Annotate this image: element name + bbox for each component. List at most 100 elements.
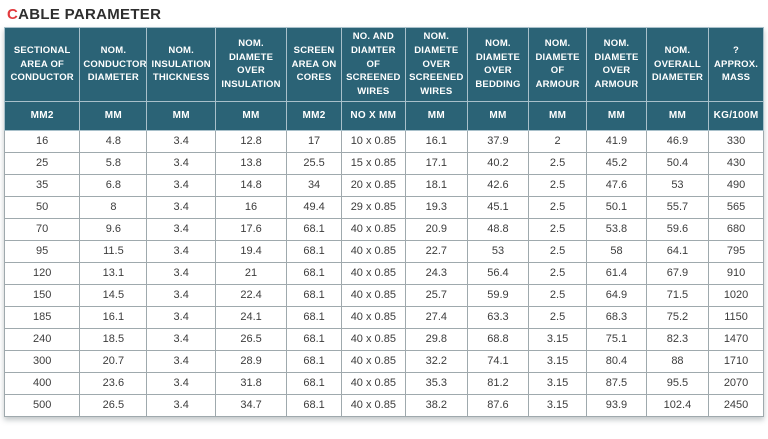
table-cell: 430 [708,151,764,175]
table-cell: 47.6 [586,173,647,197]
table-cell: 87.5 [586,371,647,395]
table-cell: 1020 [708,283,764,307]
table-cell: 82.3 [645,327,710,351]
column-header-label: SCREEN AREA ON CORES [286,27,342,102]
table-cell: 24.3 [404,261,469,285]
table-cell: 49.4 [286,195,342,219]
table-row: 35 6.8 3.4 14.8 34 20 x 0.85 18.1 42.6 2.5 47.6 53… [3,173,764,197]
column-header-label: SECTIONAL AREA OF CONDUCTOR [3,27,81,102]
table-row: 240 18.5 3.4 26.5 68.1 40 x 0.85 29.8 68.8 3.15 7… [3,327,764,351]
table-cell: 22.7 [404,239,469,263]
column-header-unit: MM [586,100,647,131]
table-cell: 16.1 [79,305,148,329]
column-header-label: NOM. OVERALL DIAMETER [645,27,710,102]
table-cell: 40 x 0.85 [340,239,406,263]
table-cell: 2.5 [527,261,588,285]
table-cell: 34 [286,173,342,197]
table-cell: 31.8 [214,371,288,395]
table-cell: 40 x 0.85 [340,371,406,395]
table-cell: 68.1 [286,371,342,395]
column-header-label: NOM. DIAMETE OVER ARMOUR [586,27,647,102]
table-cell: 330 [708,129,764,153]
page-title-rest: ABLE PARAMETER [18,6,162,23]
table-cell: 3.4 [146,327,216,351]
table-cell: 35.3 [404,371,469,395]
table-cell: 70 [3,217,81,241]
header-label-row: SECTIONAL AREA OF CONDUCTOR NOM. CONDUCTO… [3,27,764,102]
column-header-unit: MM [79,100,148,131]
table-cell: 41.9 [586,129,647,153]
table-cell: 1150 [708,305,764,329]
table-cell: 13.8 [214,151,288,175]
table-cell: 53.8 [586,217,647,241]
table-cell: 45.2 [586,151,647,175]
table-cell: 3.4 [146,349,216,373]
table-cell: 81.2 [467,371,529,395]
column-header-label: ? APPROX. MASS [708,27,764,102]
table-cell: 26.5 [214,327,288,351]
table-cell: 50.1 [586,195,647,219]
table-cell: 14.8 [214,173,288,197]
table-cell: 75.2 [645,305,710,329]
table-row: 500 26.5 3.4 34.7 68.1 40 x 0.85 38.2 87.6 3.15 9… [3,393,764,417]
table-cell: 59.9 [467,283,529,307]
table-cell: 50 [3,195,81,219]
table-cell: 18.5 [79,327,148,351]
table-cell: 2450 [708,393,764,417]
table-cell: 14.5 [79,283,148,307]
table-cell: 2.5 [527,151,588,175]
table-cell: 1710 [708,349,764,373]
table-header: SECTIONAL AREA OF CONDUCTOR NOM. CONDUCTO… [3,27,764,131]
table-cell: 87.6 [467,393,529,417]
table-cell: 68.1 [286,239,342,263]
column-header-unit: MM [467,100,529,131]
table-cell: 17.6 [214,217,288,241]
table-cell: 64.1 [645,239,710,263]
table-row: 400 23.6 3.4 31.8 68.1 40 x 0.85 35.3 81.2 3.15 8… [3,371,764,395]
table-cell: 3.4 [146,151,216,175]
table-cell: 20 x 0.85 [340,173,406,197]
column-header-unit: NO X MM [340,100,406,131]
table-cell: 2.5 [527,217,588,241]
table-cell: 3.4 [146,305,216,329]
column-header-label: NOM. CONDUCTOR DIAMETER [79,27,148,102]
table-cell: 3.4 [146,173,216,197]
table-cell: 17 [286,129,342,153]
column-header-label: NOM. DIAMETE OF ARMOUR [527,27,588,102]
column-header-unit: MM [214,100,288,131]
table-cell: 61.4 [586,261,647,285]
table-cell: 2.5 [527,283,588,307]
table-cell: 55.7 [645,195,710,219]
table-cell: 3.4 [146,261,216,285]
table-cell: 48.8 [467,217,529,241]
table-cell: 13.1 [79,261,148,285]
table-cell: 102.4 [645,393,710,417]
cable-parameter-table: SECTIONAL AREA OF CONDUCTOR NOM. CONDUCTO… [3,27,764,417]
table-cell: 16 [214,195,288,219]
table-cell: 3.4 [146,129,216,153]
table-cell: 40.2 [467,151,529,175]
table-cell: 3.4 [146,239,216,263]
column-header-label: NOM. DIAMETE OVER BEDDING [467,27,529,102]
table-cell: 68.1 [286,349,342,373]
table-cell: 68.1 [286,327,342,351]
table-cell: 40 x 0.85 [340,393,406,417]
table-cell: 240 [3,327,81,351]
table-cell: 8 [79,195,148,219]
table-cell: 40 x 0.85 [340,305,406,329]
table-cell: 53 [645,173,710,197]
table-cell: 3.15 [527,393,588,417]
table-cell: 24.1 [214,305,288,329]
table-row: 16 4.8 3.4 12.8 17 10 x 0.85 16.1 37.9 2 41.9 46.9… [3,129,764,153]
table-cell: 35 [3,173,81,197]
table-cell: 3.15 [527,349,588,373]
table-cell: 59.6 [645,217,710,241]
table-cell: 500 [3,393,81,417]
table-cell: 40 x 0.85 [340,327,406,351]
table-cell: 58 [586,239,647,263]
table-cell: 185 [3,305,81,329]
header-unit-row: MM2 MM MM MM MM2 NO X MM MM MM MM MM MM KG/100M [3,100,764,131]
table-cell: 42.6 [467,173,529,197]
table-cell: 2070 [708,371,764,395]
table-cell: 25.5 [286,151,342,175]
